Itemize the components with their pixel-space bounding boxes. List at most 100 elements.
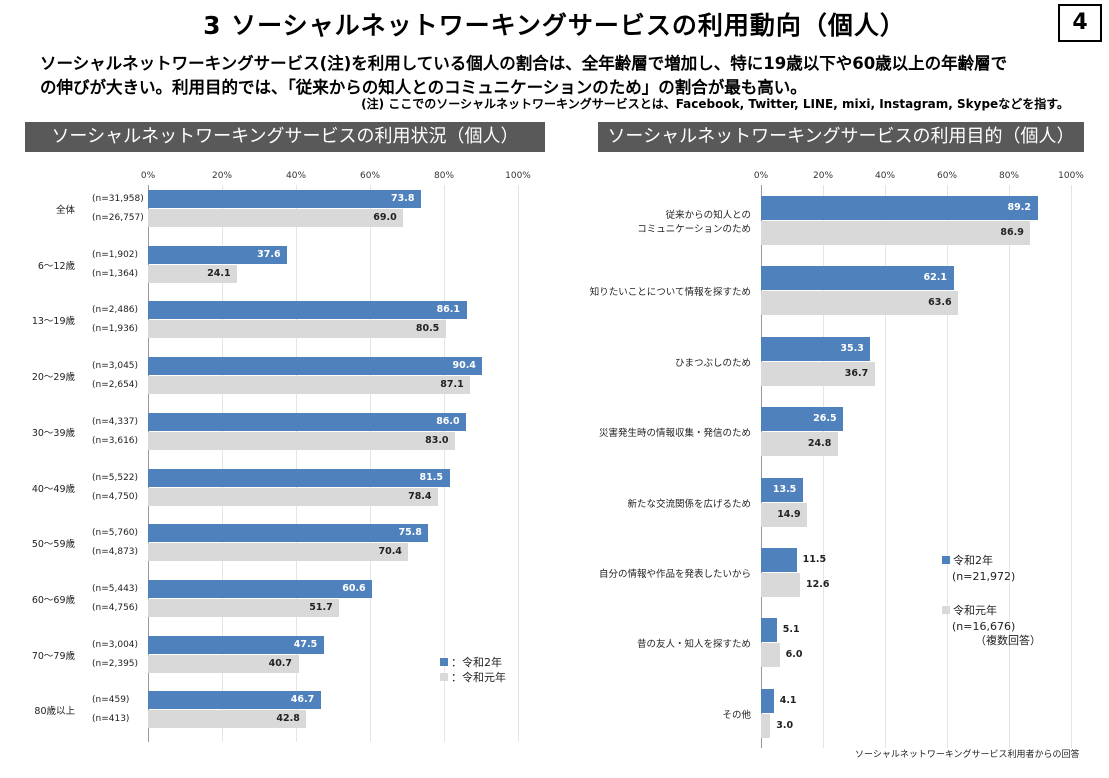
legend-item: ：令和元年 bbox=[440, 669, 506, 685]
sample-size-label: (n=5,522) bbox=[92, 472, 139, 483]
sample-size-label: (n=1,902) bbox=[92, 249, 139, 260]
gridline bbox=[1071, 185, 1072, 748]
bar-series2 bbox=[761, 572, 801, 597]
bar-series1 bbox=[761, 336, 871, 361]
bar-value-label: 24.1 bbox=[207, 267, 231, 279]
legend-sample-size: (n=21,972) bbox=[952, 570, 1016, 583]
bar-value-label: 87.1 bbox=[440, 379, 464, 391]
bar-value-label: 6.0 bbox=[785, 649, 803, 661]
bar-series2 bbox=[148, 431, 456, 450]
page-title: 3 ソーシャルネットワーキングサービスの利用動向（個人） bbox=[203, 11, 906, 40]
bar-series1 bbox=[148, 579, 373, 598]
bar-value-label: 86.0 bbox=[436, 415, 460, 427]
bar-value-label: 73.8 bbox=[391, 193, 415, 204]
summary-line-2: の伸びが大きい。利用目的では、「従来からの知人とのコミュニケーションのため」の割… bbox=[40, 78, 807, 97]
bar-value-label: 5.1 bbox=[782, 624, 800, 636]
axis-tick-label: 20% bbox=[812, 171, 834, 181]
bar-value-label: 13.5 bbox=[772, 483, 797, 495]
axis-tick-label: 80% bbox=[433, 171, 455, 181]
category-label: 40～49歳 bbox=[31, 483, 75, 495]
bar-value-label: 12.6 bbox=[806, 578, 830, 590]
bar-value-label: 24.8 bbox=[807, 438, 832, 450]
bar-series2 bbox=[148, 209, 404, 227]
bar-value-label: 37.6 bbox=[257, 248, 281, 260]
bar-series2 bbox=[148, 598, 340, 617]
gridline bbox=[296, 185, 297, 742]
bar-value-label: 14.9 bbox=[777, 508, 801, 520]
bar-series1 bbox=[148, 412, 467, 431]
bar-series1 bbox=[148, 468, 450, 487]
legend-swatch bbox=[440, 673, 448, 681]
category-label: 70～79歳 bbox=[31, 650, 75, 662]
bar-series2 bbox=[148, 264, 238, 283]
gridline bbox=[885, 185, 886, 748]
sample-size-label: (n=1,364) bbox=[92, 268, 139, 279]
bar-value-label: 81.5 bbox=[419, 471, 443, 483]
axis-tick-label: 60% bbox=[936, 171, 958, 181]
axis-tick-label: 100% bbox=[505, 171, 531, 181]
gridline bbox=[823, 185, 824, 748]
bar-value-label: 26.5 bbox=[813, 413, 837, 425]
axis-tick-label: 0% bbox=[753, 171, 769, 181]
sample-size-label: (n=4,873) bbox=[92, 547, 139, 558]
category-label: その他 bbox=[722, 709, 751, 721]
bar-series2 bbox=[148, 543, 409, 562]
y-axis bbox=[148, 185, 149, 742]
bar-series2 bbox=[761, 502, 808, 527]
left-chart-title: ソーシャルネットワーキングサービスの利用状況（個人） bbox=[25, 122, 545, 152]
legend-item: ：令和2年 bbox=[440, 654, 502, 670]
gridline bbox=[947, 185, 948, 748]
category-label: コミュニケーションのため bbox=[637, 224, 751, 235]
legend-sample-size: (n=16,676) bbox=[952, 620, 1016, 633]
bar-series2 bbox=[761, 432, 838, 457]
sample-size-label: (n=26,757) bbox=[92, 213, 144, 223]
bar-series1 bbox=[148, 691, 321, 710]
bar-value-label: 3.0 bbox=[776, 719, 794, 731]
summary-line-1: ソーシャルネットワーキングサービス(注)を利用している個人の割合は、全年齢層で増… bbox=[40, 54, 1008, 73]
legend-item: 令和2年 bbox=[942, 552, 993, 568]
bar-series1 bbox=[148, 357, 483, 376]
y-axis bbox=[761, 185, 762, 748]
bar-value-label: 80.5 bbox=[415, 323, 440, 335]
source-note: ソーシャルネットワーキングサービス利用者からの回答 bbox=[855, 750, 1080, 760]
multiple-answers-note: （複数回答） bbox=[975, 634, 1041, 647]
category-label: 全体 bbox=[55, 205, 75, 216]
bar-value-label: 90.4 bbox=[452, 360, 476, 372]
bar-series1 bbox=[761, 196, 1038, 220]
category-label: 災害発生時の情報収集・発信のため bbox=[598, 428, 751, 440]
axis-tick-label: 100% bbox=[1058, 171, 1084, 181]
bar-series2 bbox=[761, 643, 780, 668]
bar-value-label: 60.6 bbox=[342, 582, 366, 594]
bar-series1 bbox=[148, 301, 467, 320]
category-label: 13～19歳 bbox=[31, 316, 75, 328]
bar-value-label: 51.7 bbox=[309, 601, 333, 613]
bar-value-label: 36.7 bbox=[844, 367, 869, 379]
bar-value-label: 63.6 bbox=[928, 297, 952, 309]
axis-tick-label: 0% bbox=[140, 171, 156, 181]
bar-series1 bbox=[148, 245, 288, 264]
category-label: 自分の情報や作品を発表したいから bbox=[598, 568, 751, 580]
gridline bbox=[222, 185, 223, 742]
sample-size-label: (n=4,337) bbox=[92, 416, 139, 427]
bar-value-label: 78.4 bbox=[408, 490, 432, 502]
sample-size-label: (n=413) bbox=[92, 714, 130, 725]
category-label: 80歳以上 bbox=[34, 706, 75, 718]
bar-value-label: 70.4 bbox=[378, 546, 402, 558]
category-label: 60～69歳 bbox=[31, 594, 75, 606]
bar-series2 bbox=[761, 221, 1031, 245]
sample-size-label: (n=3,616) bbox=[92, 435, 139, 446]
category-label: 昔の友人・知人を探すため bbox=[636, 639, 751, 651]
category-label: 6～12歳 bbox=[37, 260, 75, 272]
bar-value-label: 62.1 bbox=[923, 272, 947, 284]
axis-tick-label: 60% bbox=[359, 171, 381, 181]
footnote-definition: (注) ここでのソーシャルネットワーキングサービスとは、Facebook, Tw… bbox=[361, 97, 1069, 111]
axis-tick-label: 40% bbox=[874, 171, 896, 181]
bar-series1 bbox=[761, 266, 954, 291]
gridline bbox=[370, 185, 371, 742]
bar-series2 bbox=[148, 654, 299, 673]
bar-series2 bbox=[761, 361, 875, 386]
bar-series1 bbox=[761, 477, 803, 502]
sample-size-label: (n=2,395) bbox=[92, 658, 139, 669]
bar-series2 bbox=[761, 291, 959, 316]
bar-value-label: 11.5 bbox=[802, 553, 827, 565]
